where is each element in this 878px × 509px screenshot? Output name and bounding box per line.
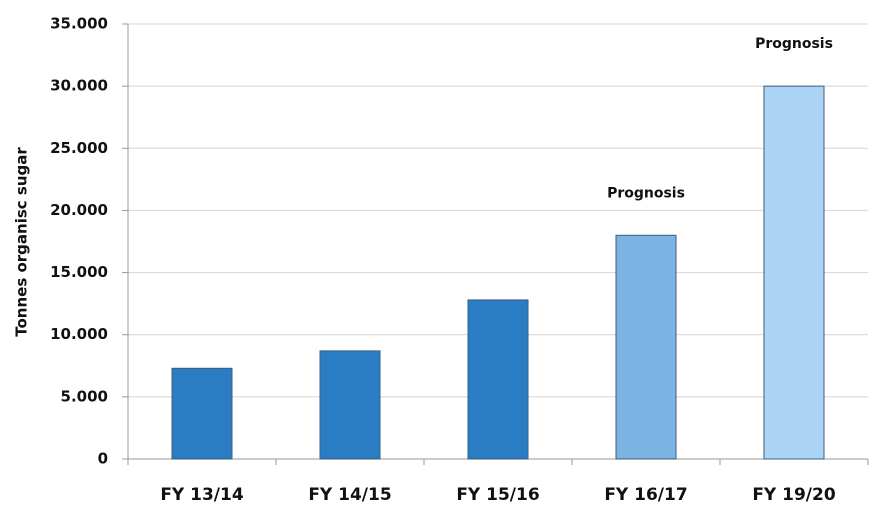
- x-tick-label: FY 14/15: [308, 485, 391, 505]
- bar: [763, 85, 825, 460]
- bar: [467, 299, 529, 460]
- y-tick-label: 35.000: [50, 15, 108, 33]
- y-tick-label: 10.000: [50, 325, 108, 343]
- bar: [171, 367, 233, 460]
- y-tick-label: 25.000: [50, 139, 108, 157]
- x-tick-label: FY 15/16: [456, 485, 539, 505]
- bar: [615, 234, 677, 460]
- y-tick-label: 30.000: [50, 77, 108, 95]
- y-tick-label: 5.000: [61, 387, 108, 405]
- annotation: Prognosis: [755, 36, 833, 52]
- y-tick-label: 15.000: [50, 263, 108, 281]
- x-tick-label: FY 16/17: [604, 485, 687, 505]
- y-axis-label: Tonnes organisc sugar: [13, 147, 31, 337]
- y-tick-label: 0: [98, 450, 108, 468]
- bar: [319, 350, 381, 460]
- x-tick-label: FY 19/20: [752, 485, 836, 505]
- annotation: Prognosis: [607, 185, 685, 201]
- x-tick-label: FY 13/14: [160, 485, 244, 505]
- y-tick-label: 20.000: [50, 201, 108, 219]
